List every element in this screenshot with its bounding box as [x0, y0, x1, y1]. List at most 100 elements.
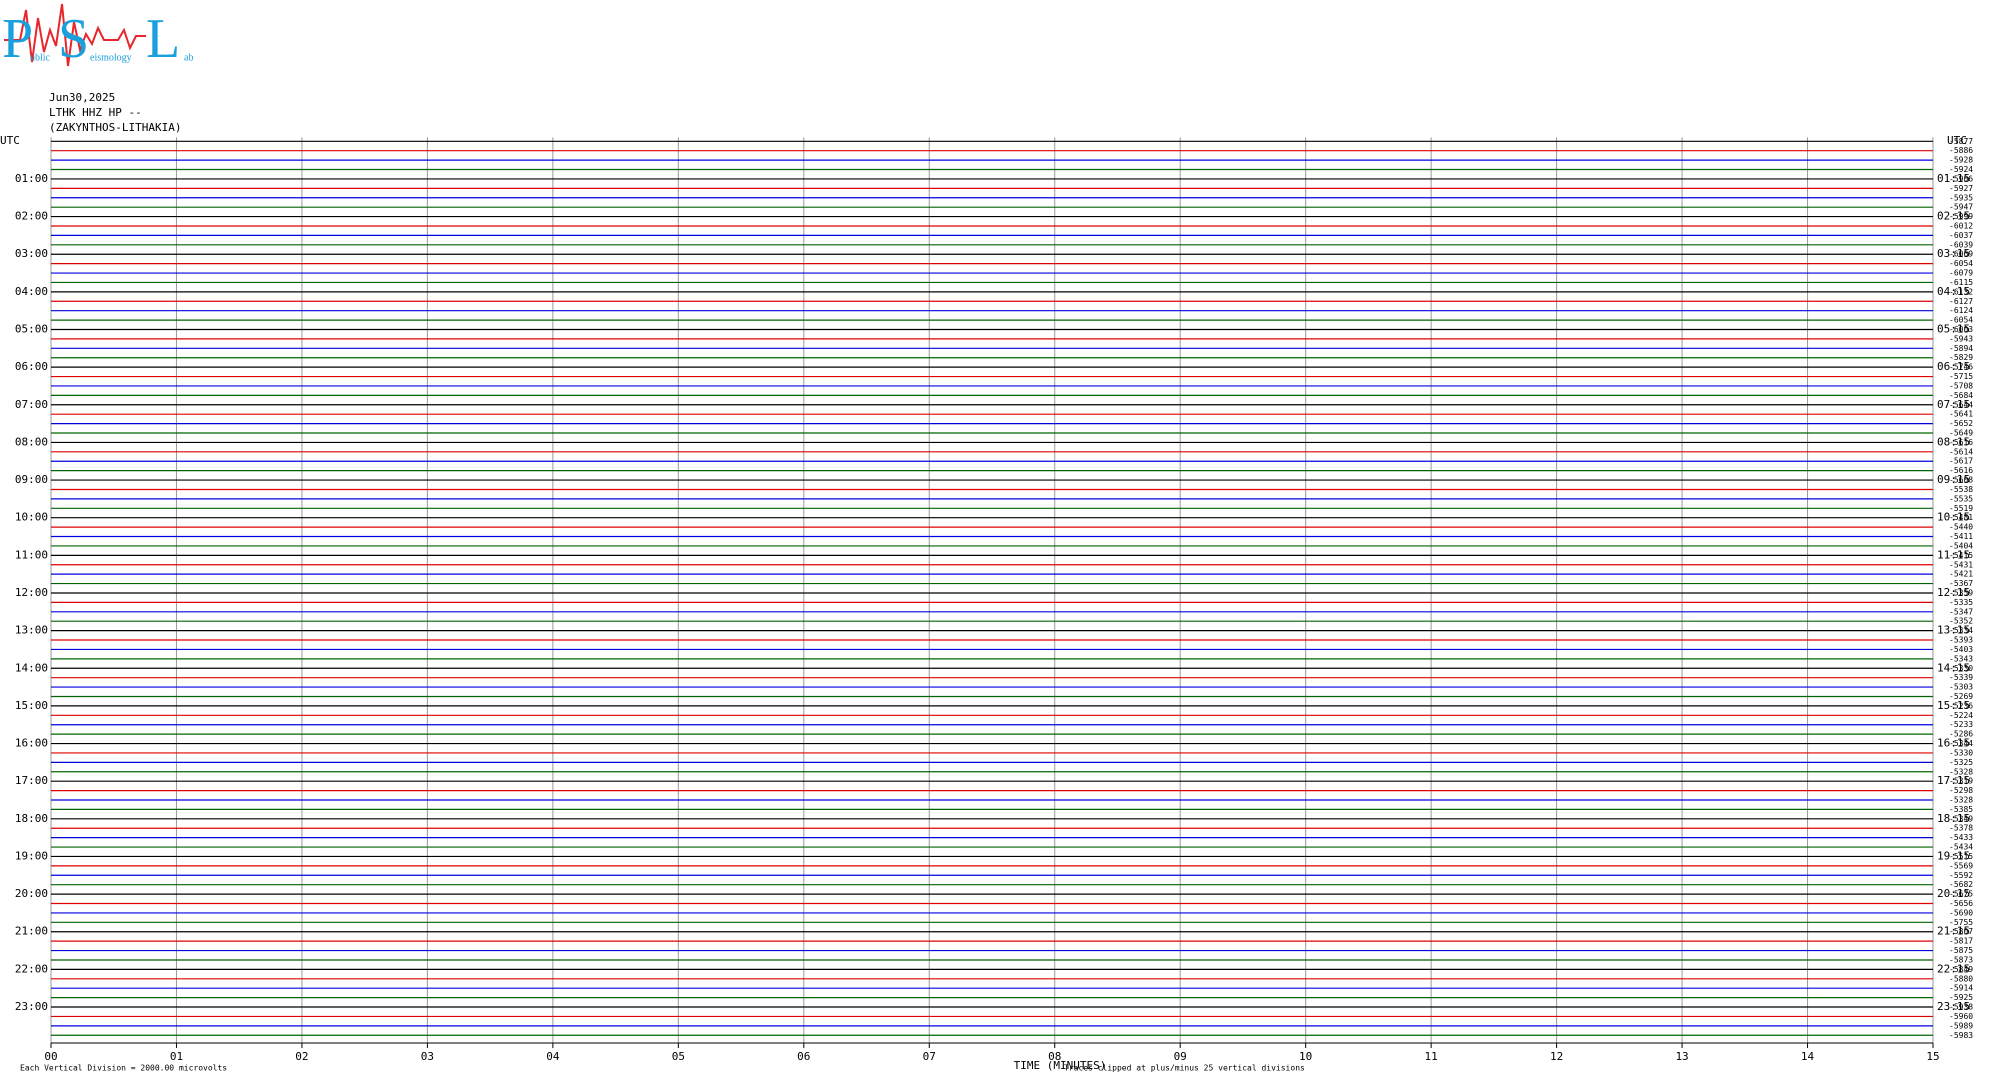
note: Traces clipped at plus/minus 25 vertical…: [1064, 1064, 1305, 1073]
logo-letter: P: [2, 8, 33, 70]
trace-offset: -5236: [1949, 701, 1973, 710]
row-label-right: 09:15: [1937, 473, 1970, 486]
trace-offset: -5656: [1949, 899, 1973, 908]
trace-offset: -5328: [1949, 767, 1973, 776]
trace-offset: -5433: [1949, 833, 1973, 842]
x-tick-label: 08: [1048, 1050, 1061, 1063]
trace-offset: -5325: [1949, 758, 1973, 767]
trace-offset: -5334: [1949, 626, 1973, 635]
trace-offset: -5347: [1949, 607, 1973, 616]
x-tick-label: 05: [672, 1050, 685, 1063]
trace-offset: -6054: [1949, 259, 1973, 268]
trace-offset: -5411: [1949, 532, 1973, 541]
trace-offset: -6127: [1949, 297, 1973, 306]
trace-offset: -5807: [1949, 927, 1973, 936]
row-label-right: 12:15: [1937, 586, 1970, 599]
time-zone-label: UTC: [1947, 134, 1967, 147]
row-label-left: 09:00: [15, 473, 48, 486]
trace-offset: -5440: [1949, 523, 1973, 532]
row-label-right: 17:15: [1937, 774, 1970, 787]
trace-offset: -5330: [1949, 664, 1973, 673]
trace-offset: -5367: [1949, 579, 1973, 588]
trace-offset: -6079: [1949, 269, 1973, 278]
trace-offset: -5938: [1949, 1003, 1973, 1012]
trace-offset: -6132: [1949, 287, 1973, 296]
trace-offset: -5421: [1949, 570, 1973, 579]
row-label-left: 21:00: [15, 925, 48, 938]
trace-offset: -5616: [1949, 438, 1973, 447]
trace-offset: -5298: [1949, 786, 1973, 795]
trace-offset: -5906: [1949, 174, 1973, 183]
trace-offset: -5873: [1949, 955, 1973, 964]
trace-offset: -5359: [1949, 588, 1973, 597]
trace-offset: -5675: [1949, 890, 1973, 899]
row-label-left: 20:00: [15, 887, 48, 900]
trace-offset: -5935: [1949, 193, 1973, 202]
x-tick-label: 12: [1550, 1050, 1563, 1063]
row-label-left: 03:00: [15, 247, 48, 260]
row-label-left: 02:00: [15, 210, 48, 223]
trace-offset: -5817: [1949, 937, 1973, 946]
x-tick-label: 01: [170, 1050, 183, 1063]
x-tick-label: 02: [295, 1050, 308, 1063]
trace-offset: -5404: [1949, 541, 1973, 550]
row-label-right: 18:15: [1937, 812, 1970, 825]
trace-offset: -5335: [1949, 598, 1973, 607]
note: Each Vertical Division = 2000.00 microvo…: [20, 1064, 227, 1073]
trace-offset: -5755: [1949, 918, 1973, 927]
trace-offset: -5746: [1949, 363, 1973, 372]
trace-offset: -5378: [1949, 824, 1973, 833]
row-label-left: 13:00: [15, 624, 48, 637]
trace-offset: -5415: [1949, 551, 1973, 560]
row-label-left: 17:00: [15, 774, 48, 787]
logo-word: ab: [184, 52, 193, 63]
trace-offset: -6069: [1949, 250, 1973, 259]
row-label-left: 08:00: [15, 435, 48, 448]
row-label-right: 05:15: [1937, 323, 1970, 336]
trace-offset: -5943: [1949, 334, 1973, 343]
trace-offset: -5344: [1949, 739, 1973, 748]
trace-offset: -5385: [1949, 805, 1973, 814]
row-label-right: 22:15: [1937, 962, 1970, 975]
trace-offset: -5928: [1949, 156, 1973, 165]
x-tick-label: 15: [1926, 1050, 1939, 1063]
row-label-left: 15:00: [15, 699, 48, 712]
row-label-right: 20:15: [1937, 887, 1970, 900]
x-tick-label: 14: [1801, 1050, 1815, 1063]
row-label-left: 07:00: [15, 398, 48, 411]
row-label-left: 04:00: [15, 285, 48, 298]
trace-offset: -5535: [1949, 494, 1973, 503]
x-tick-label: 03: [421, 1050, 434, 1063]
trace-offset: -5880: [1949, 974, 1973, 983]
row-label-left: 06:00: [15, 360, 48, 373]
trace-offset: -5431: [1949, 560, 1973, 569]
row-label-right: 08:15: [1937, 435, 1970, 448]
row-label-left: 23:00: [15, 1000, 48, 1013]
x-tick-label: 04: [546, 1050, 560, 1063]
time-zone-label: UTC: [0, 134, 20, 147]
trace-offset: -5349: [1949, 814, 1973, 823]
trace-offset: -5352: [1949, 617, 1973, 626]
trace-offset: -5914: [1949, 984, 1973, 993]
trace-offset: -6003: [1949, 325, 1973, 334]
x-axis-label: TIME (MINUTES): [1014, 1059, 1107, 1072]
trace-offset: -5927: [1949, 184, 1973, 193]
trace-offset: -5682: [1949, 880, 1973, 889]
trace-offset: -6039: [1949, 240, 1973, 249]
trace-offset: -5684: [1949, 391, 1973, 400]
subtitle: (ZAKYNTHOS-LITHAKIA): [49, 121, 181, 134]
row-label-left: 01:00: [15, 172, 48, 185]
trace-offset: -5616: [1949, 466, 1973, 475]
row-label-left: 11:00: [15, 548, 48, 561]
row-label-right: 06:15: [1937, 360, 1970, 373]
trace-offset: -5303: [1949, 683, 1973, 692]
title: Jun30,2025: [49, 91, 115, 104]
trace-offset: -5983: [1949, 1031, 1973, 1040]
row-label-left: 19:00: [15, 849, 48, 862]
trace-offset: -5849: [1949, 965, 1973, 974]
row-label-right: 19:15: [1937, 849, 1970, 862]
logo-wave: [4, 3, 146, 67]
trace-offset: -5569: [1949, 861, 1973, 870]
trace-offset: -5690: [1949, 908, 1973, 917]
